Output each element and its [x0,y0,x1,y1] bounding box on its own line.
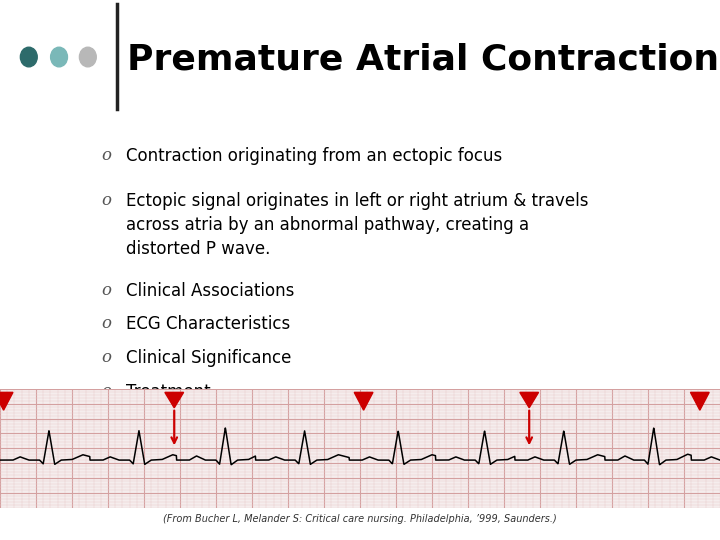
Polygon shape [165,393,184,408]
Ellipse shape [79,47,96,67]
Text: o: o [102,282,112,299]
Text: ECG Characteristics: ECG Characteristics [126,315,290,333]
Polygon shape [0,393,13,410]
Polygon shape [354,393,373,410]
Text: o: o [102,315,112,332]
Text: Treatment: Treatment [126,383,211,401]
Text: o: o [102,349,112,366]
Polygon shape [690,393,709,410]
Text: Ectopic signal originates in left or right atrium & travels
across atria by an a: Ectopic signal originates in left or rig… [126,192,588,259]
Text: o: o [102,383,112,400]
Text: Contraction originating from an ectopic focus: Contraction originating from an ectopic … [126,147,503,165]
Text: o: o [102,147,112,164]
Text: Premature Atrial Contraction: Premature Atrial Contraction [127,43,719,76]
Polygon shape [520,393,539,408]
Ellipse shape [50,47,68,67]
Ellipse shape [20,47,37,67]
Text: (From Bucher L, Melander S: Critical care nursing. Philadelphia, ’999, Saunders.: (From Bucher L, Melander S: Critical car… [163,514,557,524]
Text: Clinical Significance: Clinical Significance [126,349,292,367]
Text: o: o [102,192,112,209]
Text: Clinical Associations: Clinical Associations [126,282,294,300]
